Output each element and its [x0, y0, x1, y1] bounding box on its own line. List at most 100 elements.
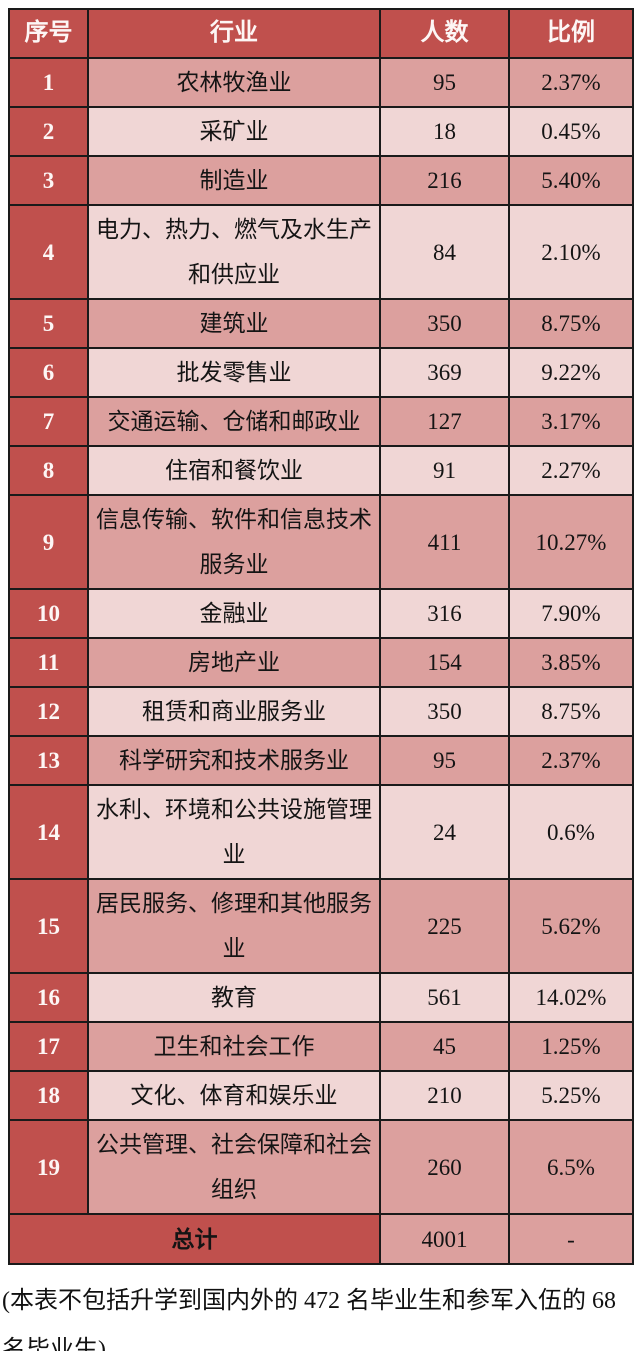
ratio-cell: 8.75%	[508, 686, 634, 737]
ratio-cell: 3.17%	[508, 396, 634, 447]
count-cell: 24	[379, 784, 510, 880]
header-row: 序号 行业 人数 比例	[8, 8, 634, 59]
serial-cell: 11	[8, 637, 89, 688]
table-row: 12 租赁和商业服务业 350 8.75%	[8, 686, 634, 737]
industry-cell: 水利、环境和公共设施管理业	[87, 784, 381, 880]
table-row: 9 信息传输、软件和信息技术服务业 411 10.27%	[8, 494, 634, 590]
serial-cell: 2	[8, 106, 89, 157]
count-cell: 225	[379, 878, 510, 974]
table-body: 1 农林牧渔业 95 2.37% 2 采矿业 18 0.45% 3 制造业 21…	[8, 57, 634, 1215]
industry-cell: 交通运输、仓储和邮政业	[87, 396, 381, 447]
ratio-cell: 2.37%	[508, 735, 634, 786]
table-row: 16 教育 561 14.02%	[8, 972, 634, 1023]
total-label-cell: 总计	[8, 1213, 381, 1265]
count-cell: 216	[379, 155, 510, 206]
total-row: 总计 4001 -	[8, 1213, 634, 1265]
ratio-cell: 5.40%	[508, 155, 634, 206]
industry-cell: 制造业	[87, 155, 381, 206]
table-footnote: (本表不包括升学到国内外的 472 名毕业生和参军入伍的 68 名毕业生)	[0, 1277, 640, 1351]
industry-cell: 农林牧渔业	[87, 57, 381, 108]
serial-cell: 6	[8, 347, 89, 398]
table-row: 19 公共管理、社会保障和社会组织 260 6.5%	[8, 1119, 634, 1215]
table-header: 序号 行业 人数 比例	[8, 8, 634, 59]
count-cell: 350	[379, 298, 510, 349]
serial-cell: 1	[8, 57, 89, 108]
table-row: 13 科学研究和技术服务业 95 2.37%	[8, 735, 634, 786]
industry-cell: 科学研究和技术服务业	[87, 735, 381, 786]
count-cell: 84	[379, 204, 510, 300]
table-row: 11 房地产业 154 3.85%	[8, 637, 634, 688]
column-header-ratio: 比例	[508, 8, 634, 59]
serial-cell: 4	[8, 204, 89, 300]
count-cell: 154	[379, 637, 510, 688]
count-cell: 316	[379, 588, 510, 639]
serial-cell: 15	[8, 878, 89, 974]
count-cell: 350	[379, 686, 510, 737]
serial-cell: 16	[8, 972, 89, 1023]
count-cell: 369	[379, 347, 510, 398]
ratio-cell: 14.02%	[508, 972, 634, 1023]
table-row: 17 卫生和社会工作 45 1.25%	[8, 1021, 634, 1072]
industry-cell: 批发零售业	[87, 347, 381, 398]
total-count-cell: 4001	[379, 1213, 510, 1265]
industry-distribution-table: 序号 行业 人数 比例 1 农林牧渔业 95 2.37% 2 采矿业 18 0.…	[8, 8, 634, 1265]
serial-cell: 13	[8, 735, 89, 786]
ratio-cell: 1.25%	[508, 1021, 634, 1072]
table-row: 2 采矿业 18 0.45%	[8, 106, 634, 157]
count-cell: 95	[379, 735, 510, 786]
serial-cell: 17	[8, 1021, 89, 1072]
ratio-cell: 0.6%	[508, 784, 634, 880]
industry-cell: 建筑业	[87, 298, 381, 349]
count-cell: 45	[379, 1021, 510, 1072]
industry-cell: 租赁和商业服务业	[87, 686, 381, 737]
ratio-cell: 10.27%	[508, 494, 634, 590]
count-cell: 95	[379, 57, 510, 108]
column-header-serial: 序号	[8, 8, 89, 59]
count-cell: 91	[379, 445, 510, 496]
ratio-cell: 9.22%	[508, 347, 634, 398]
industry-cell: 电力、热力、燃气及水生产和供应业	[87, 204, 381, 300]
industry-cell: 采矿业	[87, 106, 381, 157]
table-row: 15 居民服务、修理和其他服务业 225 5.62%	[8, 878, 634, 974]
table-row: 1 农林牧渔业 95 2.37%	[8, 57, 634, 108]
industry-cell: 居民服务、修理和其他服务业	[87, 878, 381, 974]
ratio-cell: 3.85%	[508, 637, 634, 688]
count-cell: 127	[379, 396, 510, 447]
serial-cell: 18	[8, 1070, 89, 1121]
serial-cell: 9	[8, 494, 89, 590]
industry-cell: 住宿和餐饮业	[87, 445, 381, 496]
industry-cell: 卫生和社会工作	[87, 1021, 381, 1072]
ratio-cell: 8.75%	[508, 298, 634, 349]
count-cell: 411	[379, 494, 510, 590]
ratio-cell: 0.45%	[508, 106, 634, 157]
ratio-cell: 2.10%	[508, 204, 634, 300]
table-row: 8 住宿和餐饮业 91 2.27%	[8, 445, 634, 496]
industry-cell: 公共管理、社会保障和社会组织	[87, 1119, 381, 1215]
serial-cell: 12	[8, 686, 89, 737]
total-ratio-cell: -	[508, 1213, 634, 1265]
table-row: 10 金融业 316 7.90%	[8, 588, 634, 639]
serial-cell: 7	[8, 396, 89, 447]
industry-cell: 文化、体育和娱乐业	[87, 1070, 381, 1121]
column-header-count: 人数	[379, 8, 510, 59]
serial-cell: 14	[8, 784, 89, 880]
serial-cell: 3	[8, 155, 89, 206]
ratio-cell: 6.5%	[508, 1119, 634, 1215]
serial-cell: 10	[8, 588, 89, 639]
ratio-cell: 5.62%	[508, 878, 634, 974]
count-cell: 210	[379, 1070, 510, 1121]
ratio-cell: 2.27%	[508, 445, 634, 496]
ratio-cell: 7.90%	[508, 588, 634, 639]
table-row: 3 制造业 216 5.40%	[8, 155, 634, 206]
column-header-industry: 行业	[87, 8, 381, 59]
ratio-cell: 2.37%	[508, 57, 634, 108]
count-cell: 260	[379, 1119, 510, 1215]
ratio-cell: 5.25%	[508, 1070, 634, 1121]
footnote-line-1: (本表不包括升学到国内外的 472 名毕业生和参军入伍的 68	[2, 1288, 616, 1314]
industry-cell: 房地产业	[87, 637, 381, 688]
footnote-line-2: 名毕业生)	[2, 1337, 106, 1351]
serial-cell: 5	[8, 298, 89, 349]
serial-cell: 8	[8, 445, 89, 496]
table-row: 18 文化、体育和娱乐业 210 5.25%	[8, 1070, 634, 1121]
